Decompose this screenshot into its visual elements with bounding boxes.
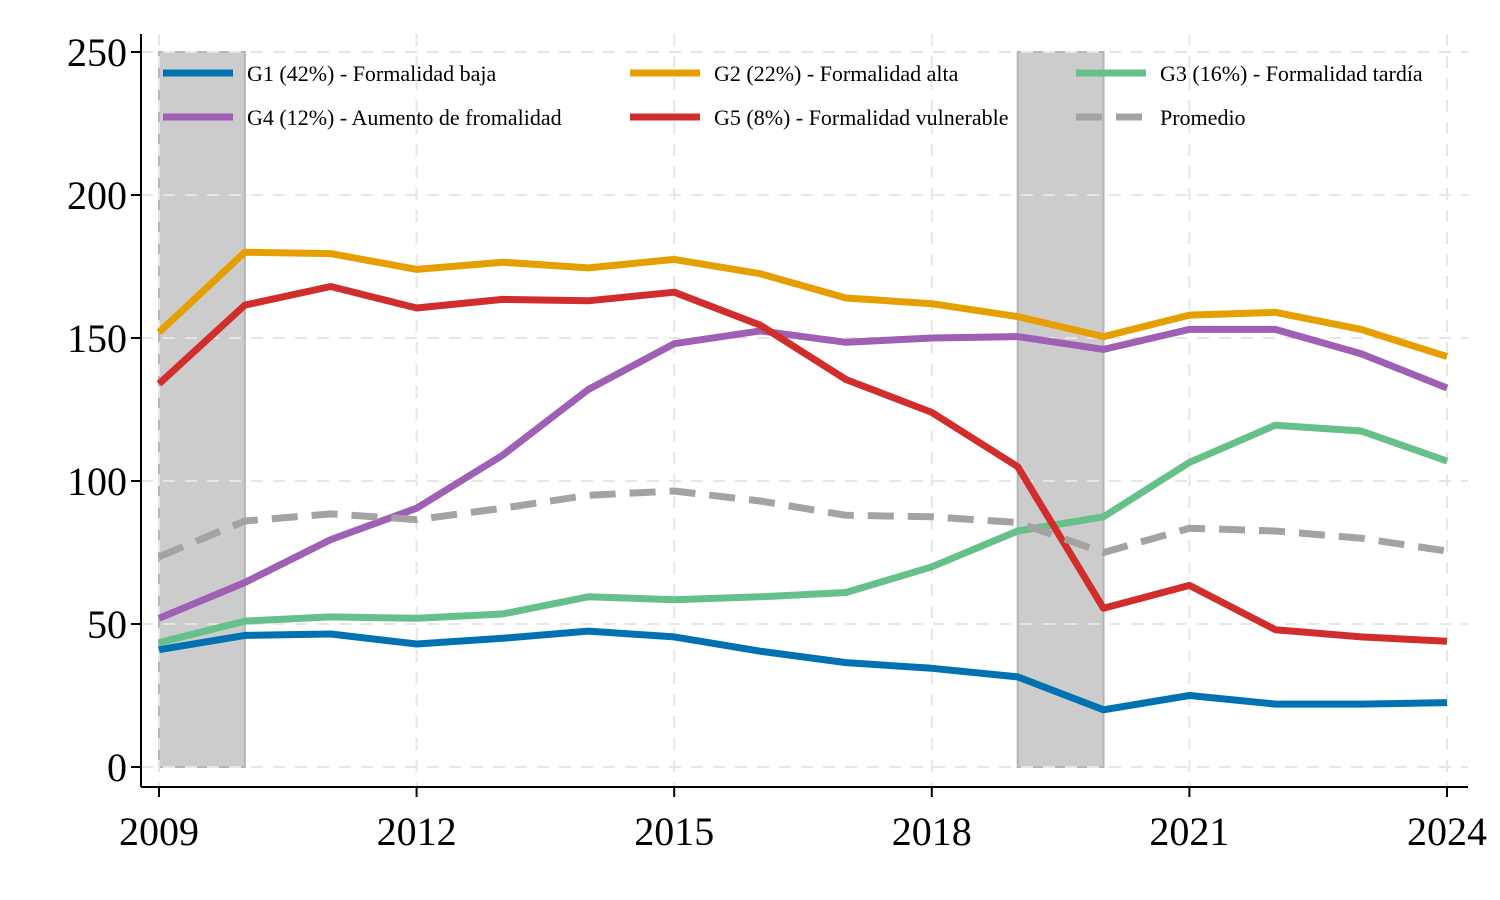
legend-label-1: G1 (42%) - Formalidad baja bbox=[247, 61, 496, 86]
series-lines bbox=[156, 248, 1449, 714]
y-tick-label-50: 50 bbox=[87, 602, 127, 647]
series-line-6 bbox=[157, 487, 1448, 561]
series-line-4 bbox=[157, 325, 1449, 622]
legend-label-4: G4 (12%) - Aumento de fromalidad bbox=[247, 105, 562, 130]
legend-label-5: G5 (8%) - Formalidad vulnerable bbox=[714, 105, 1008, 130]
legend: G1 (42%) - Formalidad baja G2 (22%) - For… bbox=[163, 61, 1423, 130]
series-line-5 bbox=[156, 283, 1448, 645]
x-tick-label-2012: 2012 bbox=[377, 809, 457, 854]
x-tick-label-2024: 2024 bbox=[1407, 809, 1487, 854]
legend-label-3: G3 (16%) - Formalidad tardía bbox=[1160, 61, 1423, 86]
legend-label-6: Promedio bbox=[1160, 105, 1246, 130]
x-tick-label-2021: 2021 bbox=[1149, 809, 1229, 854]
axes: 0 50 100 150 200 250 2009 2012 2015 2018 2021 2024 bbox=[67, 30, 1487, 854]
y-tick-label-150: 150 bbox=[67, 316, 127, 361]
grid-lines bbox=[141, 34, 1468, 787]
series-line-1 bbox=[158, 627, 1448, 714]
legend-label-2: G2 (22%) - Formalidad alta bbox=[714, 61, 959, 86]
shaded-period-1 bbox=[158, 51, 246, 768]
x-tick-label-2018: 2018 bbox=[892, 809, 972, 854]
x-tick-label-2009: 2009 bbox=[119, 809, 199, 854]
series-line-3 bbox=[158, 421, 1449, 646]
y-tick-label-100: 100 bbox=[67, 459, 127, 504]
shaded-period-2 bbox=[1016, 51, 1105, 768]
y-tick-label-250: 250 bbox=[67, 30, 127, 75]
y-tick-label-200: 200 bbox=[67, 173, 127, 218]
x-tick-label-2015: 2015 bbox=[634, 809, 714, 854]
recession-shading bbox=[158, 51, 1105, 768]
y-tick-label-0: 0 bbox=[107, 745, 127, 790]
series-line-2 bbox=[156, 248, 1449, 360]
